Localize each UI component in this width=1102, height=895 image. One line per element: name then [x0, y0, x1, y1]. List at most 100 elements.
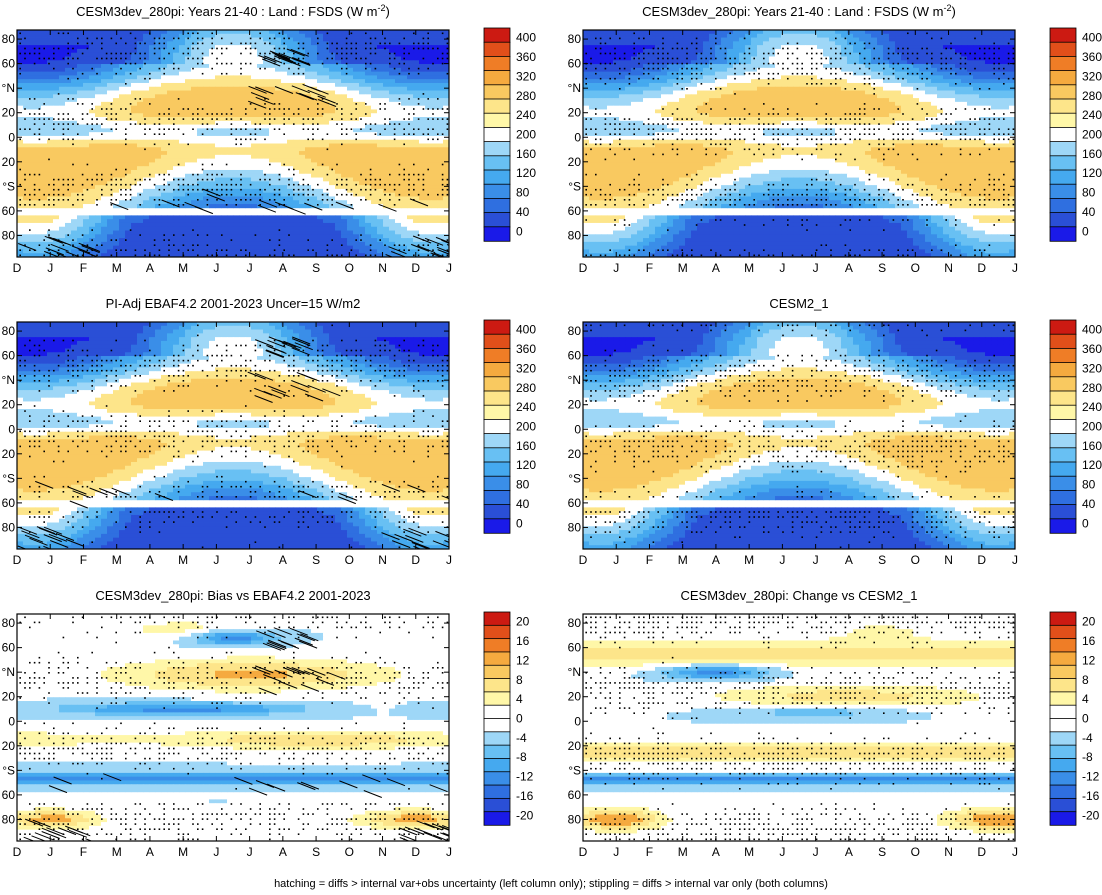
colorbar-label: 120: [516, 458, 536, 472]
x-tick-label: M: [178, 261, 188, 275]
plot-frame: [582, 321, 1016, 550]
x-tick-label: J: [1012, 553, 1018, 567]
colorbar-swatch: [1049, 611, 1077, 627]
colorbar-swatch: [1049, 347, 1077, 364]
colorbar-label: 40: [1082, 205, 1096, 219]
x-tick-label: S: [878, 261, 886, 275]
y-tick-label: 80: [568, 520, 582, 534]
colorbar-swatch: [1049, 784, 1077, 800]
x-tick-label: J: [247, 845, 253, 859]
colorbar-swatch: [483, 333, 511, 350]
y-tick-label: 60: [2, 349, 16, 363]
x-tick-label: S: [312, 553, 320, 567]
colorbar-swatch: [483, 504, 511, 520]
x-tick-label: J: [813, 845, 819, 859]
y-tick-label: 20: [568, 106, 582, 120]
x-tick-label: A: [712, 845, 720, 859]
x-tick-label: N: [378, 553, 387, 567]
y-tick-label: 60: [2, 496, 16, 510]
chart-title: PI-Adj EBAF4.2 2001-2023 Uncer=15 W/m2: [106, 296, 361, 311]
chart-title-end: ): [952, 4, 956, 19]
chart-panel: CESM3dev_280pi: Bias vs EBAF4.2 2001-202…: [2, 588, 534, 859]
y-tick-label: 60: [2, 57, 16, 71]
x-tick-label: S: [878, 845, 886, 859]
colorbar-swatch: [483, 433, 511, 449]
x-tick-label: D: [411, 553, 420, 567]
colorbar-swatch: [1049, 624, 1077, 640]
colorbar-swatch: [1049, 664, 1077, 680]
y-tick-label: 80: [2, 616, 16, 630]
colorbar-label: 240: [516, 400, 536, 414]
y-tick-label: 20: [2, 398, 16, 412]
colorbar-swatch: [1049, 744, 1077, 760]
colorbar-label: 400: [1082, 31, 1102, 45]
x-tick-label: J: [813, 553, 819, 567]
x-tick-label: A: [712, 261, 720, 275]
colorbar-label: -8: [1082, 750, 1093, 764]
x-tick-label: A: [146, 261, 154, 275]
chart-title-superscript: -2: [943, 3, 951, 13]
y-tick-label: 20: [2, 155, 16, 169]
x-tick-label: A: [279, 845, 287, 859]
colorbar-swatch: [483, 418, 511, 435]
heatmap-field: [17, 614, 449, 841]
colorbar-swatch: [483, 404, 511, 421]
y-tick-label: 60: [568, 641, 582, 655]
colorbar-swatch: [1049, 183, 1077, 200]
colorbar-swatch: [1049, 141, 1077, 157]
colorbar-label: 40: [516, 497, 530, 511]
x-tick-label: D: [977, 845, 986, 859]
x-tick-label: J: [47, 261, 53, 275]
y-tick-label: °N: [568, 373, 581, 387]
x-tick-label: J: [779, 845, 785, 859]
colorbar-swatch: [1049, 169, 1077, 185]
y-tick-label: °N: [568, 665, 581, 679]
x-tick-label: D: [13, 261, 22, 275]
colorbar-label: 12: [516, 653, 530, 667]
colorbar-swatch: [1049, 197, 1077, 214]
colorbar-label: 80: [1082, 478, 1096, 492]
heatmap-field: [583, 322, 1015, 549]
colorbar-swatch: [1049, 376, 1077, 392]
y-tick-label: 60: [2, 204, 16, 218]
x-tick-label: F: [80, 553, 87, 567]
colorbar-swatch: [483, 489, 511, 506]
x-tick-label: S: [878, 553, 886, 567]
colorbar-swatch: [483, 731, 511, 746]
colorbar-label: 200: [516, 420, 536, 434]
y-tick-label: °S: [2, 763, 15, 777]
colorbar-swatch: [1049, 651, 1077, 666]
chart-panel: CESM2_1D J F M A M J J A S O N D J8060°N20020°S608040…: [568, 296, 1102, 567]
colorbar-swatch: [483, 98, 511, 114]
x-tick-label: O: [911, 553, 920, 567]
colorbar: 20 16 12 8 4 0 -4 -8 -12 -16 -20: [483, 611, 534, 826]
x-tick-label: F: [646, 845, 653, 859]
colorbar-swatch: [483, 41, 511, 58]
colorbar-label: 200: [1082, 128, 1102, 142]
colorbar-swatch: [1049, 504, 1077, 520]
colorbar-swatch: [1049, 362, 1077, 378]
colorbar-swatch: [1049, 84, 1077, 100]
x-tick-label: M: [112, 553, 122, 567]
colorbar-swatch: [483, 518, 511, 534]
colorbar-swatch: [483, 390, 511, 406]
x-tick-label: N: [378, 845, 387, 859]
colorbar-label: 0: [516, 516, 523, 530]
colorbar-swatch: [1049, 704, 1077, 720]
footer-note: hatching = diffs > internal var+obs unce…: [0, 878, 1102, 890]
colorbar-label: 20: [1082, 615, 1096, 629]
x-tick-label: F: [80, 261, 87, 275]
colorbar-swatch: [483, 744, 511, 760]
y-tick-label: °S: [568, 179, 581, 193]
x-tick-label: J: [47, 553, 53, 567]
chart-title-superscript: -2: [377, 3, 385, 13]
colorbar-swatch: [1049, 319, 1077, 335]
colorbar-swatch: [1049, 56, 1077, 72]
y-tick-label: °S: [568, 763, 581, 777]
stippling: [19, 324, 449, 549]
x-tick-label: N: [944, 261, 953, 275]
colorbar-label: 160: [1082, 439, 1102, 453]
y-tick-label: 80: [2, 228, 16, 242]
